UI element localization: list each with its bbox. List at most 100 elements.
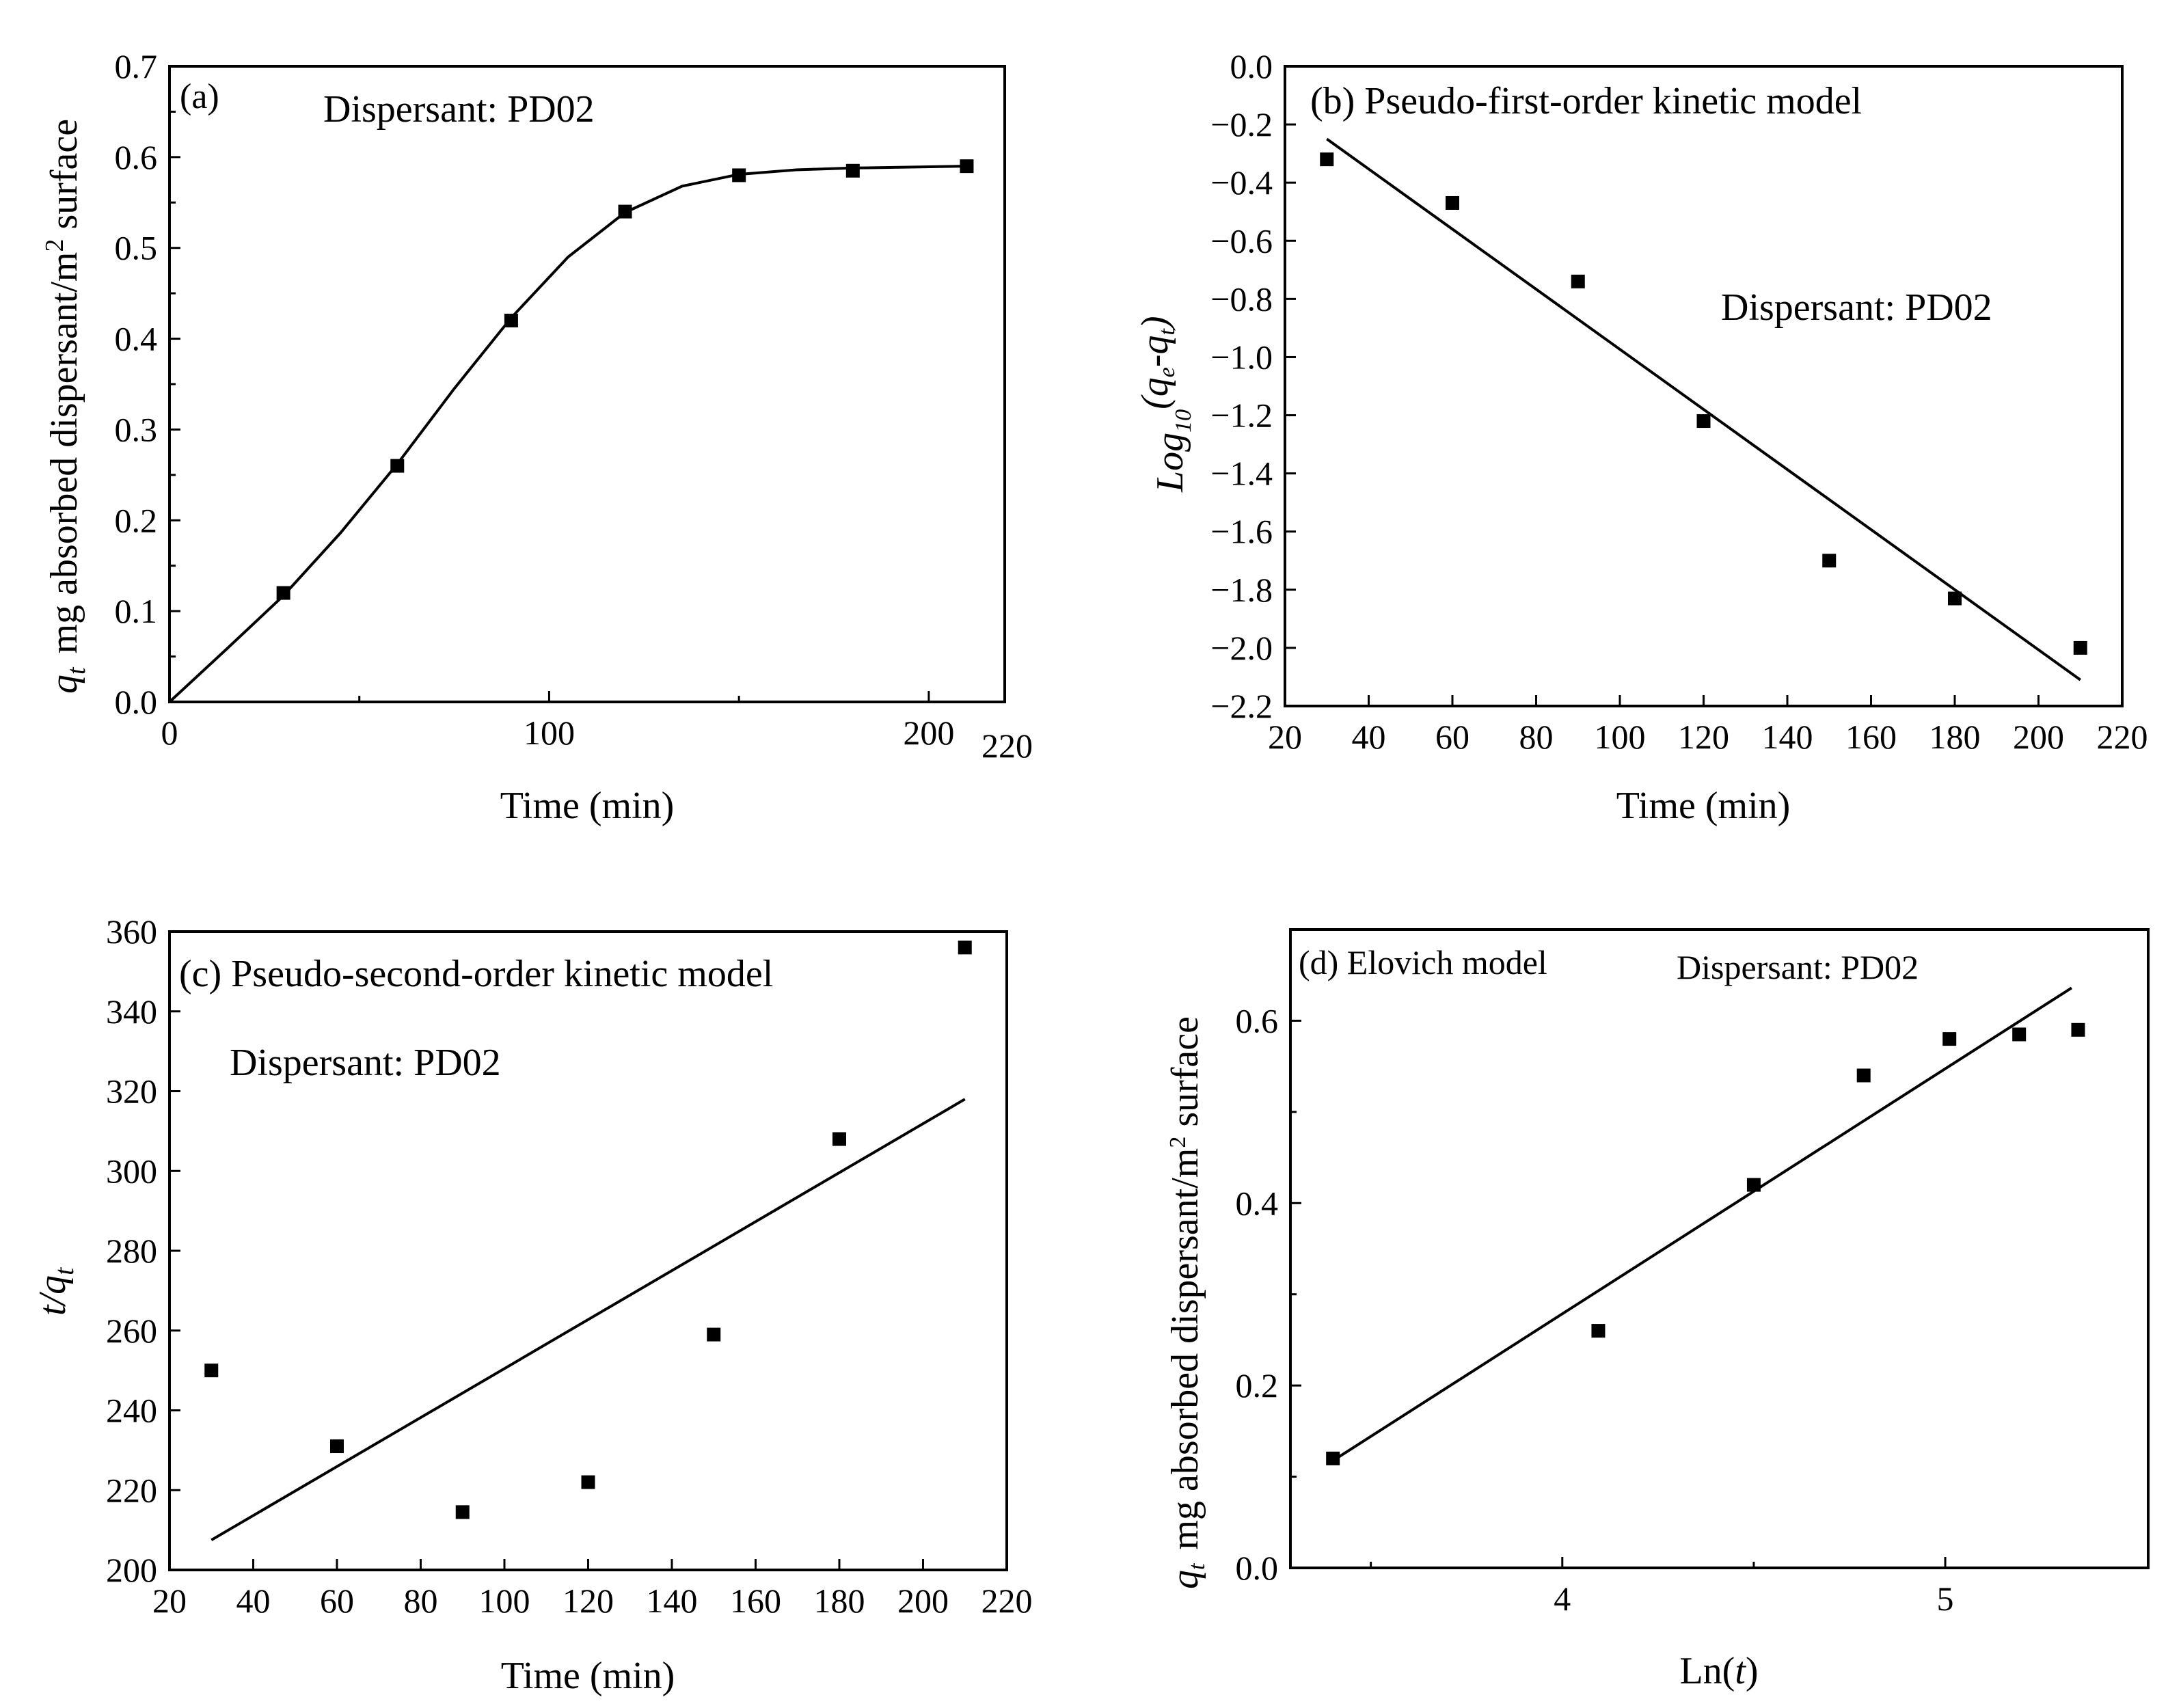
panel-d-y-tick-label: 0.2 [1236,1366,1279,1405]
panel-c-x-tick-label: 200 [897,1582,949,1620]
panel-c-y-tick-label: 300 [106,1152,157,1190]
panel-d-y-tick-label: 0.0 [1236,1549,1279,1587]
panel-c-y-axis: 200 220 240 260 280 300 320 340 360 [106,912,180,1589]
panel-d-y-axis-title: qt mg absorbed dispersant/m2 surface [1164,1016,1210,1589]
panel-c-annotation: Dispersant: PD02 [230,1042,501,1084]
panel-b-y-tick-label: −0.2 [1210,105,1273,144]
panel-b-data-point [1571,274,1585,288]
panel-c-data-point [832,1132,846,1146]
panel-b-y-tick-label: −0.4 [1210,163,1273,202]
panel-a-y-tick-label: 0.3 [115,410,158,448]
panel-a-data-point [504,314,518,327]
panel-a-y-main: mg absorbed dispersant/m [43,252,85,654]
panel-b-fit-line-group [1326,137,2081,681]
panel-c-x-tick-label: 40 [236,1582,271,1620]
panel-a-y-tick-label: 0.4 [115,320,158,358]
panel-a-x-tick-label: 100 [524,714,575,752]
panel-d-data-point [1591,1324,1606,1338]
panel-b-y-axis: 0.0 −0.2 −0.4 −0.6 −0.8 −1.0 −1.2 −1.4 −1.6 −1.8 −… [1210,47,1296,725]
panel-a-y-tick-label: 0.7 [115,47,158,85]
panel-c-y-axis-title: t/qt [31,1267,79,1316]
panel-a-fit-line [168,165,967,703]
panel-d-y-main: mg absorbed dispersant/m [1164,1148,1206,1550]
panel-a-y-tick-label: 0.0 [115,683,158,721]
panel-c-data-point [958,940,972,955]
panel-d-data-point [1746,1178,1761,1192]
panel-a-y-tick-label: 0.2 [115,501,158,539]
panel-d-data-markers [1326,1022,2085,1465]
panel-b-x-axis: 20 40 60 80 100 120 140 160 180 200 220 [1268,695,2148,756]
panel-d-y-symbol: q [1164,1570,1206,1589]
panel-c-x-tick-label: 20 [152,1582,187,1620]
panel-b-x-axis-title: Time (min) [1616,785,1791,827]
panel-a-y-axis: 0.0 0.1 0.2 0.3 0.4 0.5 0.6 0.7 [115,47,180,721]
panel-b-y-log-sub: 10 [1171,409,1196,433]
panel-b-x-tick-label: 120 [1678,718,1729,756]
panel-d-data-point [1942,1032,1957,1046]
panel-b-y-tick-label: −0.6 [1210,221,1273,260]
panel-b-data-point [1822,554,1837,568]
panel-d-annotation: Dispersant: PD02 [1677,948,1919,986]
panel-a-x-axis: 0 100 200 [161,691,954,752]
panel-b-x-tick-label: 60 [1435,718,1469,756]
panel-d-x-main: Ln( [1679,1650,1735,1692]
panel-b-y-tick-label: −2.2 [1210,687,1273,725]
panel-b-annotation: Dispersant: PD02 [1721,286,1992,329]
panel-d-data-point [1856,1068,1871,1083]
panel-b-y-minus-q: -q [1134,335,1176,367]
panel-b-panel-label: (b) Pseudo-first-order kinetic model [1310,80,1862,122]
panel-d-data-point [2071,1022,2085,1037]
panel-a-y-symbol: q [43,675,85,694]
panel-c-x-tick-label: 120 [563,1582,614,1620]
panel-b-y-e: e [1154,367,1180,377]
panel-c-plot-frame [168,930,1008,1571]
panel-b-y-tick-label: −1.6 [1210,513,1273,551]
panel-b-x-tick-label: 20 [1268,718,1302,756]
panel-c-pseudo-second-order: 20 40 60 80 100 120 140 160 180 200 220 2002202402… [31,912,1033,1697]
panel-c-x-tick-label: 180 [814,1582,865,1620]
panel-b-y-tick-label: −1.8 [1210,571,1273,609]
panel-c-x-tick-label: 140 [647,1582,698,1620]
panel-b-pseudo-first-order: 20 40 60 80 100 120 140 160 180 200 220 0.0 −0.2 −0.… [1134,47,2148,827]
panel-a-data-point [276,586,290,600]
panel-b-data-point [1446,195,1459,210]
panel-d-y-symbol-sub: t [1184,1562,1210,1570]
panel-a-y-tail: surface [43,119,85,239]
panel-a-adsorption-curve: 0 100 200 0.0 0.1 0.2 0.3 0.4 0.5 0.6 0.7 (a) Dis… [40,47,1033,827]
panel-b-x-tick-label: 160 [1845,718,1897,756]
panel-b-y-tick-label: −0.8 [1210,280,1273,318]
panel-b-data-point [2073,640,2087,655]
panel-c-x-tick-label: 100 [479,1582,530,1620]
panel-a-x-axis-title: Time (min) [500,785,675,827]
panel-d-plot-frame [1289,928,2150,1569]
panel-a-fit-curve-group [168,165,967,703]
panel-a-y-tick-label: 0.1 [115,592,158,630]
panel-a-data-point [618,204,632,219]
panel-d-fit-line-group [1336,986,2072,1460]
panel-c-y-sub: t [49,1267,79,1275]
panel-d-x-axis-title: Ln(t) [1679,1650,1758,1692]
panel-c-y-tick-label: 280 [106,1232,157,1270]
panel-b-plot-frame [1284,65,2124,707]
panel-b-data-point [1948,591,1962,606]
panel-a-data-markers [276,159,974,600]
panel-b-x-tick-label: 200 [2013,718,2064,756]
panel-c-x-tick-label: 80 [404,1582,438,1620]
panel-d-panel-label: (d) Elovich model [1299,943,1547,981]
panel-b-y-t: t [1154,327,1180,335]
panel-a-label: (a) [180,77,219,116]
panel-a-data-point [960,159,974,174]
panel-c-y-tick-label: 200 [106,1551,157,1589]
panel-a-data-point [390,459,405,473]
panel-a-annotation: Dispersant: PD02 [323,88,595,131]
panel-d-y-sup: 2 [1165,1137,1191,1148]
panel-b-fit-line [1326,137,2081,681]
panel-d-data-point [2012,1027,2027,1042]
panel-d-x-tick-label: 4 [1554,1580,1571,1618]
panel-c-x-tick-label: 60 [320,1582,354,1620]
panel-b-x-tick-label: 220 [2097,718,2148,756]
panel-a-y-axis-title: qt mg absorbed dispersant/m2 surface [40,119,91,694]
panel-c-x-axis-title: Time (min) [501,1655,675,1697]
panel-c-data-point [330,1439,344,1454]
panel-b-y-log: Log [1149,433,1191,493]
